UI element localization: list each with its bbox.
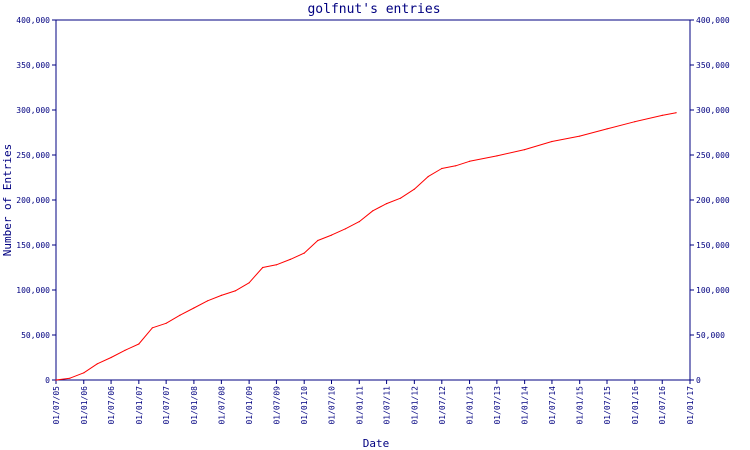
x-tick-label: 01/01/12 xyxy=(410,386,419,425)
x-tick-label: 01/01/16 xyxy=(631,386,640,425)
x-tick-label: 01/07/12 xyxy=(438,386,447,425)
data-point xyxy=(289,258,291,260)
data-point xyxy=(496,155,498,157)
x-tick-label: 01/07/08 xyxy=(217,386,226,425)
y-tick-label-right: 200,000 xyxy=(696,196,730,205)
data-point xyxy=(303,252,305,254)
data-point xyxy=(634,121,636,123)
x-tick-label: 01/01/09 xyxy=(245,386,254,425)
data-point xyxy=(69,377,71,379)
data-point xyxy=(441,167,443,170)
y-tick-label-left: 250,000 xyxy=(16,151,50,160)
data-point xyxy=(124,349,126,351)
y-tick-label-right: 400,000 xyxy=(696,16,730,25)
x-tick-label: 01/07/15 xyxy=(603,386,612,425)
x-tick-label: 01/07/10 xyxy=(328,386,337,425)
data-point xyxy=(83,372,85,374)
series-line xyxy=(55,112,677,381)
data-point xyxy=(661,114,663,116)
data-point xyxy=(275,264,277,266)
x-tick-label: 01/07/13 xyxy=(493,386,502,425)
data-point xyxy=(344,228,346,230)
x-tick-label: 01/07/06 xyxy=(107,386,116,425)
data-point xyxy=(372,210,374,212)
y-tick-label-left: 300,000 xyxy=(16,106,50,115)
y-tick-label-left: 200,000 xyxy=(16,196,50,205)
x-tick-label: 01/01/15 xyxy=(576,386,585,425)
data-point xyxy=(248,282,250,284)
data-point xyxy=(524,149,526,151)
chart-title: golfnut's entries xyxy=(307,2,440,17)
x-tick-label: 01/07/16 xyxy=(658,386,667,425)
y-tick-label-right: 350,000 xyxy=(696,61,730,70)
y-tick-label-right: 150,000 xyxy=(696,241,730,250)
x-axis-label: Date xyxy=(363,437,390,450)
y-tick-label-left: 100,000 xyxy=(16,286,50,295)
data-point xyxy=(151,327,153,329)
data-point xyxy=(399,197,402,199)
data-point xyxy=(55,379,57,381)
y-tick-label-left: 0 xyxy=(45,376,50,385)
data-point xyxy=(551,140,553,143)
data-point xyxy=(262,266,264,269)
x-tick-label: 01/01/13 xyxy=(466,386,475,425)
data-point xyxy=(386,203,388,205)
y-tick-label-right: 50,000 xyxy=(696,331,725,340)
data-point xyxy=(193,307,195,309)
data-point xyxy=(413,188,415,190)
data-point xyxy=(330,234,333,236)
x-tick-label: 01/01/10 xyxy=(300,386,309,425)
x-tick-label: 01/07/07 xyxy=(162,386,171,425)
y-tick-label-right: 300,000 xyxy=(696,106,730,115)
y-tick-label-left: 400,000 xyxy=(16,16,50,25)
plot-frame xyxy=(55,19,691,381)
x-tick-label: 01/01/11 xyxy=(355,386,364,425)
data-point xyxy=(138,343,140,345)
x-tick-label: 01/07/05 xyxy=(52,386,61,425)
data-point xyxy=(165,322,167,324)
x-tick-label: 01/01/14 xyxy=(521,386,530,425)
data-point xyxy=(234,290,236,292)
data-point xyxy=(469,160,471,162)
series-group xyxy=(55,112,677,381)
y-tick-label-right: 250,000 xyxy=(696,151,730,160)
data-point xyxy=(220,294,222,296)
data-point xyxy=(427,176,429,178)
y-tick-label-left: 150,000 xyxy=(16,241,50,250)
data-point xyxy=(455,165,457,167)
y-tick-label-right: 100,000 xyxy=(696,286,730,295)
data-point xyxy=(317,239,319,242)
x-tick-label: 01/07/11 xyxy=(383,386,392,425)
x-tick-label: 01/07/14 xyxy=(548,386,557,425)
axis-ticks: 0 0 50,000 50,000 100,000 100,000 150,000 150,0… xyxy=(16,16,730,425)
data-point xyxy=(110,356,112,359)
x-tick-label: 01/01/17 xyxy=(686,386,695,425)
data-point xyxy=(675,112,677,114)
y-tick-label-left: 350,000 xyxy=(16,61,50,70)
data-point xyxy=(358,221,360,223)
x-tick-label: 01/01/07 xyxy=(135,386,144,425)
y-tick-label-left: 50,000 xyxy=(21,331,50,340)
y-axis-label: Number of Entries xyxy=(1,144,14,257)
y-tick-label-right: 0 xyxy=(696,376,701,385)
data-point xyxy=(179,314,181,316)
data-point xyxy=(96,363,98,365)
x-tick-label: 01/07/09 xyxy=(272,386,281,425)
x-tick-label: 01/01/06 xyxy=(80,386,89,425)
data-point xyxy=(207,300,209,302)
data-point xyxy=(606,128,608,130)
data-point xyxy=(579,135,581,137)
x-tick-label: 01/01/08 xyxy=(190,386,199,425)
